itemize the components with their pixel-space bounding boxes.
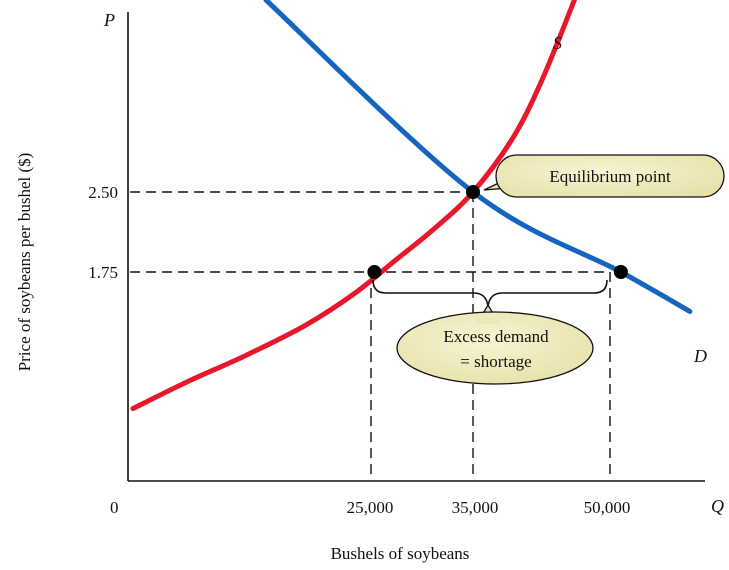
excess-demand-callout: Excess demand = shortage xyxy=(396,303,594,385)
y-tick-2-50: 2.50 xyxy=(88,183,118,202)
supply-curve xyxy=(130,0,578,411)
excess-demand-line1: Excess demand xyxy=(443,327,549,346)
equilibrium-label: Equilibrium point xyxy=(549,167,671,186)
x-tick-25000: 25,000 xyxy=(347,498,394,517)
x-axis-symbol: Q xyxy=(711,496,724,516)
supply-curve-label: S xyxy=(553,33,562,53)
data-points xyxy=(367,185,628,279)
demand-curve-label: D xyxy=(693,346,707,366)
equilibrium-callout: Equilibrium point xyxy=(483,154,725,198)
excess-demand-bubble xyxy=(396,311,594,385)
excess-demand-line2: = shortage xyxy=(460,352,531,371)
excess-bubble-pointer-mask xyxy=(476,318,500,324)
excess-demand-brace xyxy=(372,279,608,307)
demand-curve xyxy=(263,0,693,314)
data-point-1 xyxy=(367,265,382,279)
x-axis-label: Bushels of soybeans xyxy=(331,544,470,563)
x-tick-35000: 35,000 xyxy=(452,498,499,517)
data-point-2 xyxy=(613,265,628,279)
y-tick-1-75: 1.75 xyxy=(88,263,118,282)
data-point-0 xyxy=(466,185,480,199)
equilibrium-bubble xyxy=(495,154,725,198)
y-axis-symbol: P xyxy=(103,10,115,30)
origin-label: 0 xyxy=(110,498,119,517)
x-tick-50000: 50,000 xyxy=(584,498,631,517)
y-axis-label: Price of soybeans per bushel ($) xyxy=(15,153,34,372)
